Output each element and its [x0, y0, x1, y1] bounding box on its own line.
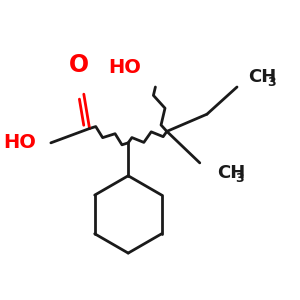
Text: 3: 3	[236, 172, 244, 185]
Text: CH: CH	[248, 68, 277, 86]
Text: HO: HO	[4, 133, 37, 152]
Text: 3: 3	[267, 76, 276, 89]
Text: CH: CH	[217, 164, 245, 182]
Text: O: O	[69, 53, 89, 77]
Text: HO: HO	[108, 58, 141, 77]
